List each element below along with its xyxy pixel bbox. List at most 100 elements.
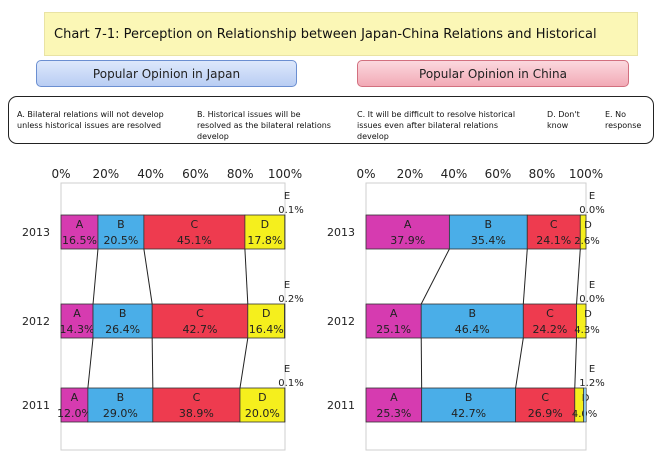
bar-segment-d — [244, 214, 286, 250]
series-label: C — [550, 218, 558, 231]
series-label: A — [71, 391, 79, 404]
series-label: A — [390, 307, 398, 320]
bar-segment-a — [60, 303, 94, 339]
data-label: 24.1% — [536, 234, 571, 247]
connector-line — [576, 248, 581, 305]
legend-item-d: D. Don't know — [547, 110, 580, 130]
category-label: 2011 — [22, 399, 50, 412]
legend-item-b: B. Historical issues will be resolved as… — [197, 110, 331, 141]
connector-line — [244, 248, 249, 305]
connector-line — [522, 248, 528, 305]
series-label: B — [119, 307, 127, 320]
x-tick-label: 100% — [268, 167, 302, 181]
data-label: 1.2% — [579, 378, 604, 389]
legend: A. Bilateral relations will not develop … — [8, 96, 654, 144]
x-tick-label: 0% — [356, 167, 375, 181]
x-tick-label: 20% — [397, 167, 424, 181]
data-label: 0.0% — [579, 205, 604, 216]
category-label: 2012 — [22, 315, 50, 328]
bar-segment-c — [515, 387, 576, 423]
bar-segment-e — [583, 387, 587, 423]
bar-segment-a — [365, 214, 450, 250]
data-label: 42.7% — [451, 407, 486, 420]
series-label: E — [589, 191, 595, 202]
bar-segment-c — [151, 303, 249, 339]
data-label: 0.2% — [278, 294, 303, 305]
data-label: 12.0% — [57, 407, 92, 420]
connector-line — [515, 337, 524, 389]
bar-segment-c — [522, 303, 577, 339]
data-label: 17.8% — [247, 234, 282, 247]
data-label: 26.4% — [105, 323, 140, 336]
data-label: 26.9% — [528, 407, 563, 420]
x-tick-label: 60% — [485, 167, 512, 181]
series-label: B — [117, 218, 125, 231]
series-label: C — [191, 218, 199, 231]
data-label: 25.1% — [376, 323, 411, 336]
series-label: B — [468, 307, 476, 320]
x-tick-label: 40% — [137, 167, 164, 181]
chart-title: Chart 7-1: Perception on Relationship be… — [44, 12, 638, 86]
data-label: 0.0% — [579, 294, 604, 305]
bar-segment-a — [365, 387, 423, 423]
bar-segment-a — [60, 214, 99, 250]
bar-segment-b — [420, 303, 524, 339]
panel-label-china: Popular Opinion in China — [357, 60, 629, 87]
data-label: 4.3% — [574, 325, 599, 336]
series-label: E — [589, 280, 595, 291]
bar-segment-a — [60, 387, 89, 423]
data-label: 38.9% — [179, 407, 214, 420]
connector-line — [143, 248, 153, 305]
data-label: 16.4% — [249, 323, 284, 336]
data-label: 29.0% — [103, 407, 138, 420]
data-label: 20.0% — [245, 407, 280, 420]
series-label: A — [404, 218, 412, 231]
data-label: 0.1% — [278, 205, 303, 216]
category-label: 2013 — [22, 226, 50, 239]
data-label: 25.3% — [376, 407, 411, 420]
connector-line — [420, 248, 450, 305]
panel-label-japan: Popular Opinion in Japan — [36, 60, 297, 87]
category-label: 2011 — [327, 399, 355, 412]
category-label: 2012 — [327, 315, 355, 328]
data-label: 37.9% — [390, 234, 425, 247]
data-label: 16.5% — [62, 234, 97, 247]
connector-line — [239, 337, 249, 389]
bar-segment-d — [576, 303, 587, 339]
x-tick-label: 80% — [227, 167, 254, 181]
x-tick-label: 60% — [182, 167, 209, 181]
series-label: E — [284, 364, 290, 375]
series-label: A — [390, 391, 398, 404]
data-label: 46.4% — [455, 323, 490, 336]
bar-segment-c — [152, 387, 241, 423]
series-label: E — [284, 191, 290, 202]
x-tick-label: 40% — [441, 167, 468, 181]
data-label: 2.6% — [574, 236, 599, 247]
bar-segment-b — [421, 387, 517, 423]
series-label: B — [465, 391, 473, 404]
x-tick-label: 80% — [529, 167, 556, 181]
series-label: D — [261, 218, 269, 231]
series-label: C — [193, 391, 201, 404]
series-label: E — [284, 280, 290, 291]
data-label: 24.2% — [532, 323, 567, 336]
data-label: 14.3% — [60, 323, 95, 336]
connector-line — [92, 248, 99, 305]
series-label: D — [262, 307, 270, 320]
bar-segment-c — [143, 214, 246, 250]
bar-segment-d — [579, 214, 587, 250]
x-tick-label: 20% — [92, 167, 119, 181]
series-label: C — [546, 307, 554, 320]
x-tick-label: 100% — [569, 167, 603, 181]
bar-segment-b — [97, 214, 145, 250]
bar-segment-b — [92, 303, 153, 339]
bar-segment-a — [365, 303, 422, 339]
series-label: C — [196, 307, 204, 320]
bar-segment-d — [239, 387, 286, 423]
connector-line — [574, 337, 578, 389]
series-label: C — [541, 391, 549, 404]
series-label: D — [584, 220, 592, 231]
series-label: D — [258, 391, 266, 404]
data-label: 42.7% — [183, 323, 218, 336]
